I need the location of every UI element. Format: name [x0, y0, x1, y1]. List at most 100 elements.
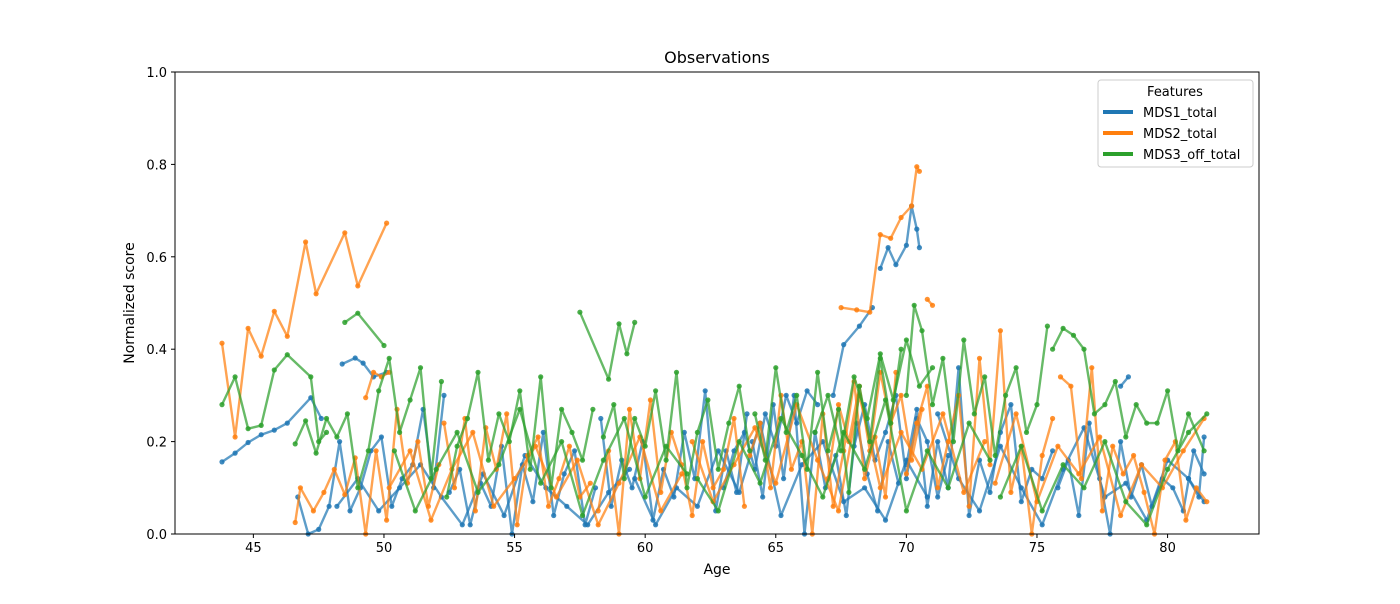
data-point: [747, 452, 753, 459]
data-point: [843, 512, 849, 519]
data-point: [475, 369, 481, 375]
data-point: [830, 503, 836, 509]
data-point: [890, 397, 896, 403]
data-point: [694, 476, 701, 482]
series-line: [813, 338, 934, 452]
data-point: [459, 522, 465, 528]
data-point: [1193, 485, 1199, 491]
data-point: [626, 466, 633, 472]
data-point: [1165, 388, 1171, 394]
data-point: [538, 374, 544, 380]
data-point: [684, 471, 690, 477]
series-line: [344, 312, 385, 347]
data-point: [862, 466, 868, 472]
data-point: [898, 214, 904, 221]
data-point: [715, 508, 721, 514]
data-point: [284, 333, 290, 339]
data-point: [232, 450, 238, 456]
data-point: [982, 374, 988, 380]
data-point: [585, 522, 591, 528]
data-point: [867, 309, 873, 315]
data-point: [454, 443, 460, 449]
y-tick-label: 0.6: [146, 251, 167, 266]
data-point: [909, 457, 915, 463]
data-point: [344, 411, 350, 417]
data-point: [916, 168, 923, 174]
data-point: [935, 411, 941, 417]
data-point: [1201, 434, 1207, 440]
data-point: [846, 489, 852, 495]
data-point: [258, 432, 264, 438]
data-point: [271, 308, 277, 314]
data-point: [1118, 383, 1124, 389]
data-point: [384, 220, 390, 226]
data-point: [323, 415, 330, 422]
data-point: [916, 245, 923, 251]
y-tick-label: 0.4: [146, 343, 167, 358]
x-tick-label: 70: [898, 541, 915, 556]
data-point: [684, 485, 690, 491]
data-point: [820, 494, 826, 500]
data-point: [854, 307, 860, 313]
data-point: [258, 353, 264, 359]
data-point: [1060, 325, 1066, 331]
data-point: [976, 355, 983, 361]
data-point: [491, 503, 497, 509]
data-point: [987, 489, 993, 495]
data-point: [1125, 374, 1131, 380]
data-point: [1133, 402, 1139, 408]
data-point: [564, 503, 570, 509]
data-point: [561, 471, 567, 477]
data-point: [663, 443, 669, 449]
data-point: [914, 164, 920, 170]
data-point: [535, 434, 541, 440]
data-point: [877, 485, 883, 491]
data-point: [1050, 448, 1056, 454]
data-point: [788, 466, 795, 472]
data-point: [454, 429, 460, 435]
data-point: [258, 422, 264, 428]
data-point: [470, 429, 476, 435]
data-point: [882, 429, 889, 435]
data-point: [1050, 346, 1056, 352]
data-point: [882, 517, 889, 523]
data-point: [1055, 443, 1061, 449]
data-point: [1112, 378, 1118, 385]
data-point: [363, 395, 369, 401]
data-point: [569, 429, 575, 435]
x-tick-label: 75: [1029, 541, 1046, 556]
x-tick-label: 50: [376, 541, 393, 556]
data-point: [606, 489, 612, 495]
data-point: [945, 485, 951, 491]
data-point: [911, 302, 917, 308]
data-point: [919, 328, 925, 334]
data-point: [464, 415, 471, 422]
data-point: [815, 457, 821, 463]
data-point: [313, 450, 319, 456]
data-point: [726, 420, 732, 426]
legend-label: MDS2_total: [1143, 127, 1217, 142]
data-point: [342, 230, 348, 236]
data-point: [1018, 443, 1024, 449]
data-point: [1131, 452, 1137, 459]
data-point: [653, 522, 659, 528]
series-line: [341, 356, 387, 379]
data-point: [1013, 365, 1019, 371]
data-point: [835, 402, 842, 408]
data-point: [877, 351, 883, 357]
data-point: [316, 526, 322, 533]
data-point: [1091, 411, 1097, 417]
x-axis-label: Age: [703, 562, 730, 578]
data-point: [992, 480, 998, 486]
data-point: [1204, 499, 1210, 505]
data-point: [376, 508, 382, 514]
data-point: [621, 415, 627, 422]
data-point: [929, 402, 936, 408]
data-point: [781, 476, 787, 482]
data-point: [642, 443, 648, 449]
data-point: [608, 503, 614, 509]
legend: Features MDS1_total MDS2_total MDS3_off_to…: [1097, 79, 1254, 168]
data-point: [595, 508, 601, 514]
data-point: [1154, 420, 1160, 426]
data-point: [472, 508, 478, 514]
